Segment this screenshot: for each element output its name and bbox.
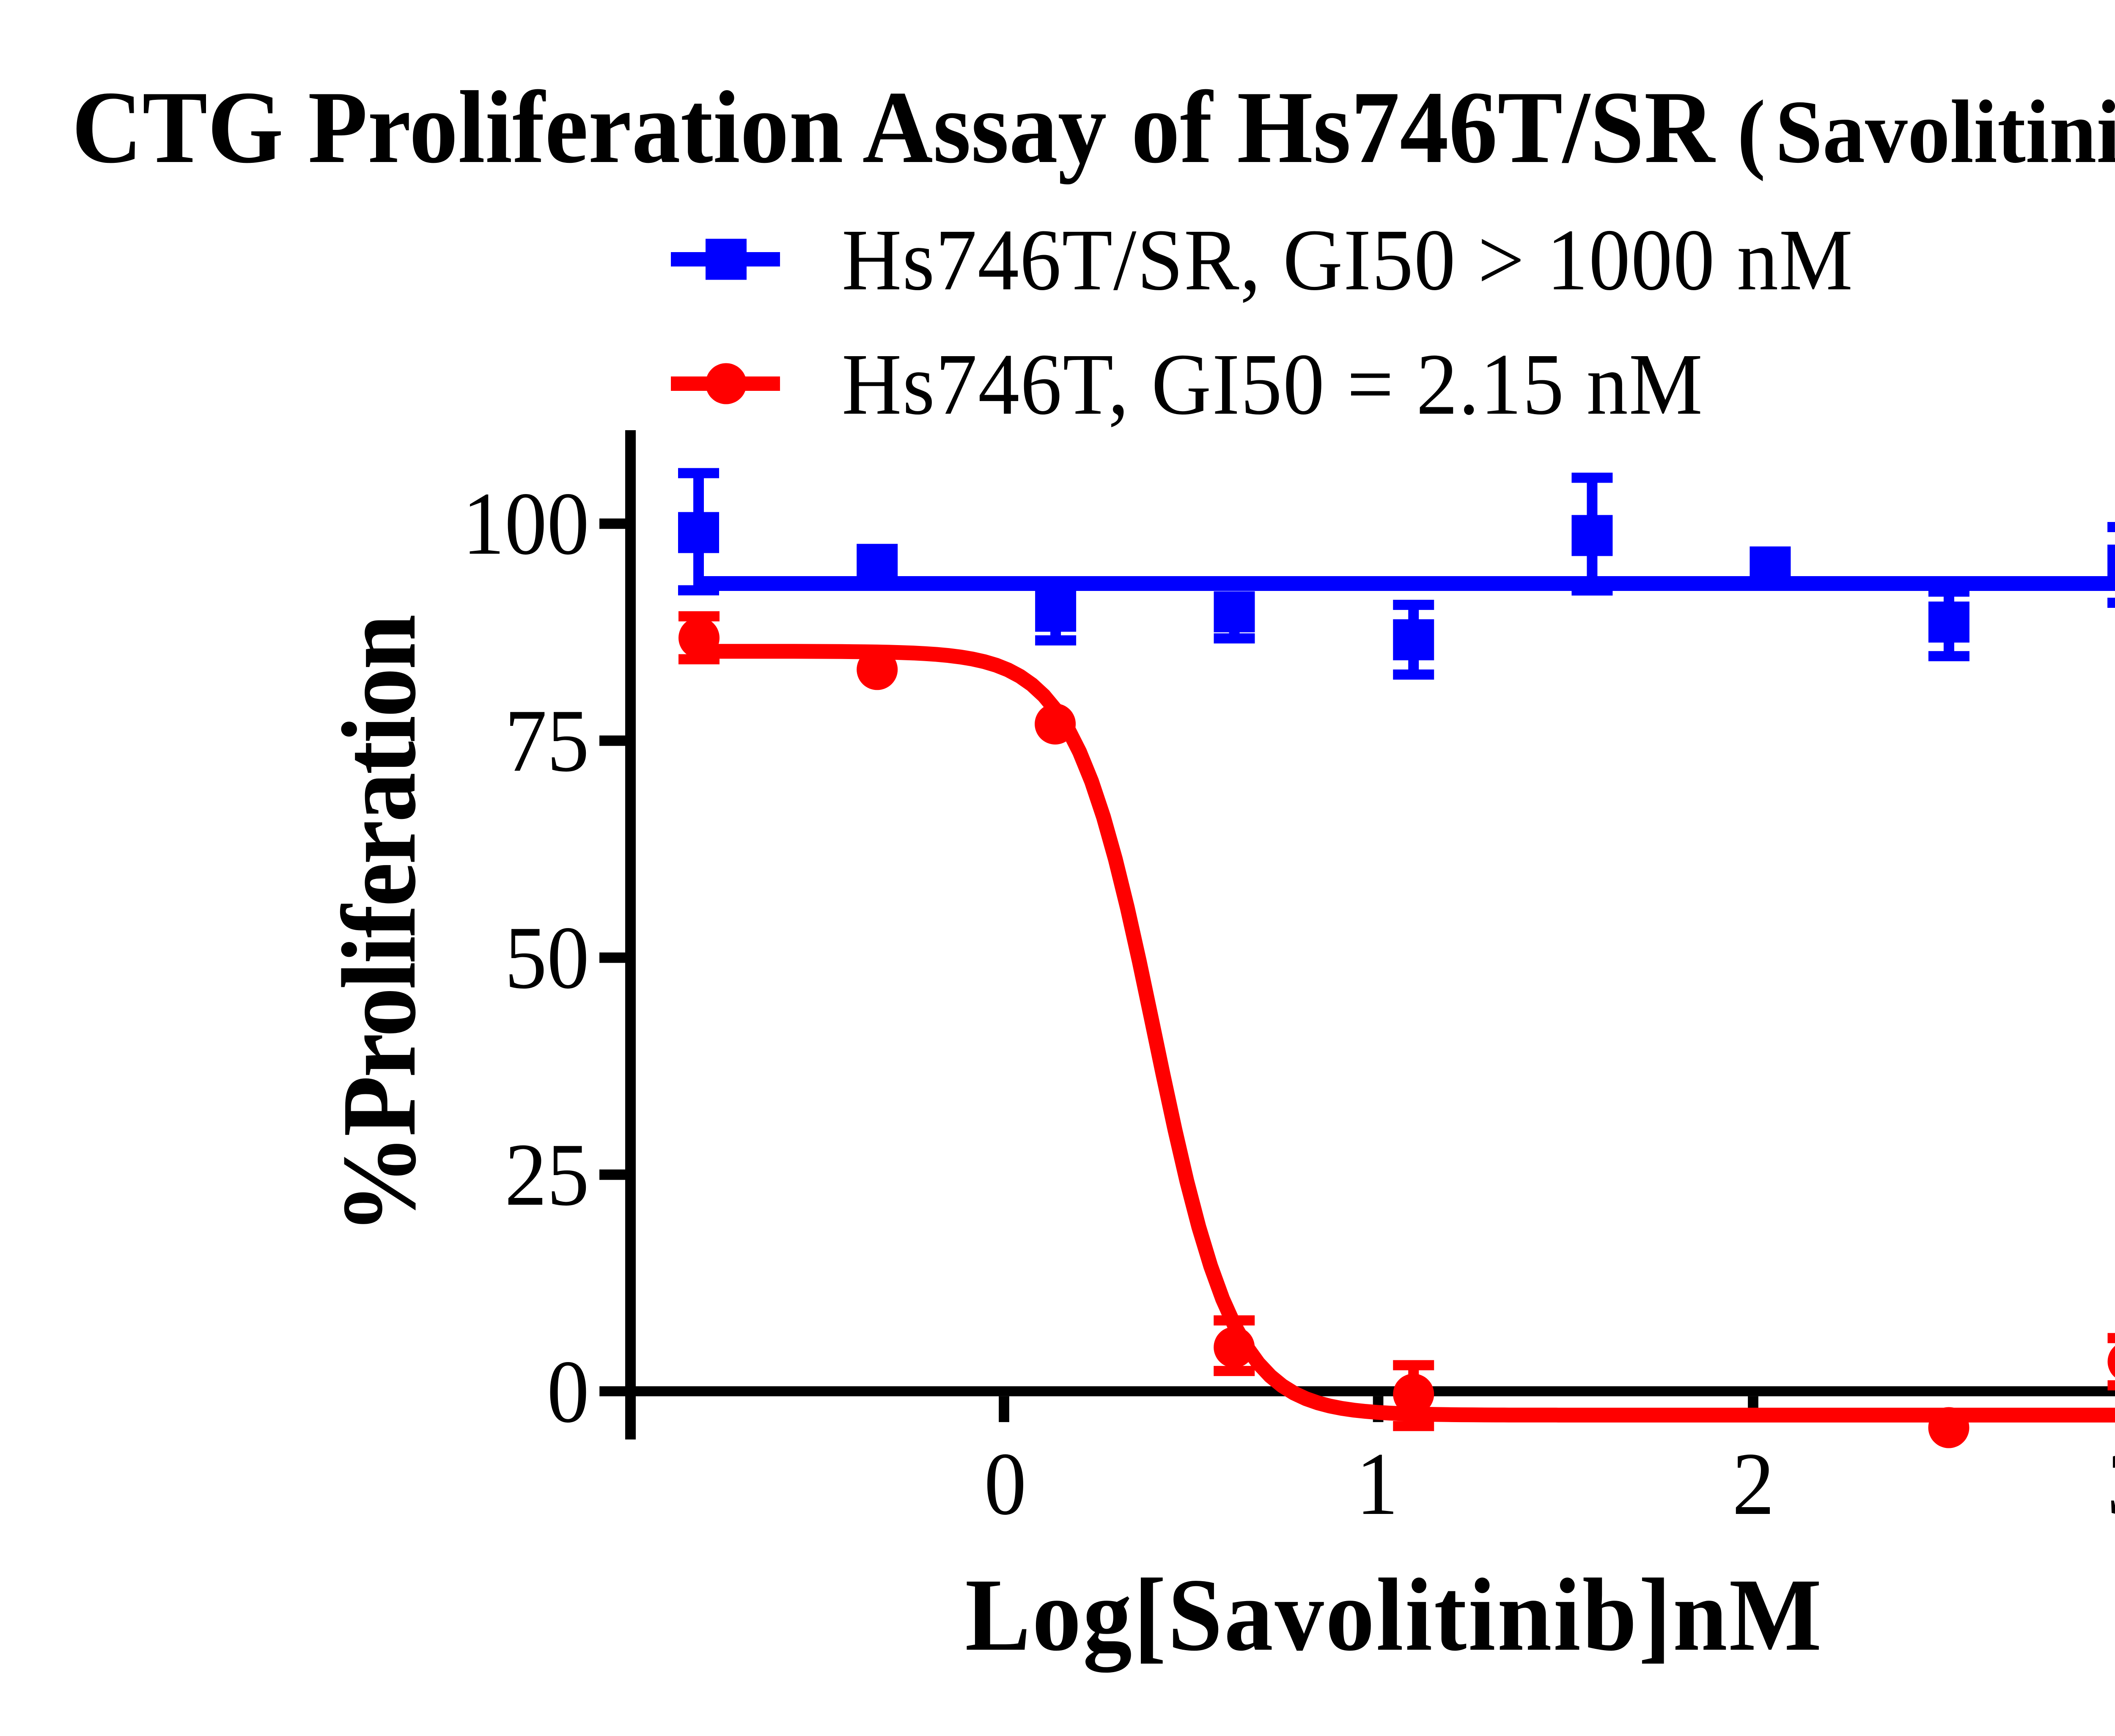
svg-text:25: 25 bbox=[505, 1125, 589, 1225]
svg-text:50: 50 bbox=[505, 908, 589, 1008]
svg-text:2: 2 bbox=[1732, 1434, 1774, 1534]
svg-text:0: 0 bbox=[984, 1434, 1026, 1534]
svg-text:CTG Proliferation Assay of Hs7: CTG Proliferation Assay of Hs746T/SR bbox=[72, 70, 1716, 185]
svg-text:%Proliferation: %Proliferation bbox=[320, 614, 438, 1234]
svg-text:3: 3 bbox=[2107, 1434, 2115, 1534]
svg-text:Log[Savolitinib]nM: Log[Savolitinib]nM bbox=[965, 1557, 1822, 1673]
svg-text:1: 1 bbox=[1356, 1434, 1398, 1534]
svg-text:Hs746T, GI50 = 2.15 nM: Hs746T, GI50 = 2.15 nM bbox=[842, 335, 1703, 433]
svg-text:(Savolitinib Resistant): (Savolitinib Resistant) bbox=[1737, 82, 2115, 182]
svg-text:0: 0 bbox=[547, 1342, 589, 1442]
svg-text:100: 100 bbox=[462, 474, 589, 574]
svg-text:75: 75 bbox=[505, 691, 589, 791]
svg-text:Hs746T/SR, GI50 > 1000 nM: Hs746T/SR, GI50 > 1000 nM bbox=[842, 211, 1853, 308]
